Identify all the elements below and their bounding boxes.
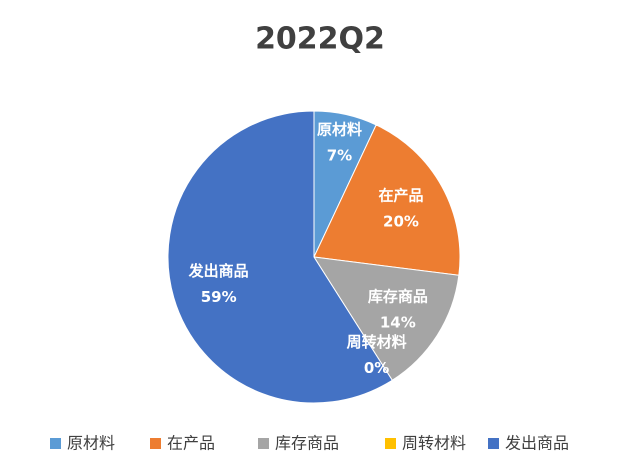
legend-swatch bbox=[150, 438, 161, 449]
slice-label: 库存商品 bbox=[368, 288, 428, 306]
slice-label: 原材料 bbox=[317, 121, 362, 139]
slice-value: 20% bbox=[383, 213, 419, 231]
slice-label: 在产品 bbox=[378, 187, 423, 205]
legend-swatch bbox=[385, 438, 396, 449]
legend-label: 发出商品 bbox=[505, 434, 569, 453]
legend-swatch bbox=[258, 438, 269, 449]
slice-value: 7% bbox=[327, 147, 352, 165]
pie-slice bbox=[167, 110, 393, 404]
slice-value: 14% bbox=[380, 314, 416, 332]
pie-slice bbox=[313, 256, 460, 381]
legend-label: 库存商品 bbox=[275, 434, 339, 453]
chart-title: 2022Q2 bbox=[255, 22, 385, 57]
slice-value: 0% bbox=[364, 359, 389, 377]
legend-label: 在产品 bbox=[167, 434, 215, 453]
slice-label: 发出商品 bbox=[188, 262, 249, 280]
slice-value: 59% bbox=[201, 288, 237, 306]
slice-label: 周转材料 bbox=[347, 333, 407, 351]
legend-swatch bbox=[50, 438, 61, 449]
legend-label: 原材料 bbox=[67, 434, 115, 453]
legend-swatch bbox=[488, 438, 499, 449]
legend-label: 周转材料 bbox=[402, 434, 466, 453]
pie-slice bbox=[313, 124, 461, 276]
